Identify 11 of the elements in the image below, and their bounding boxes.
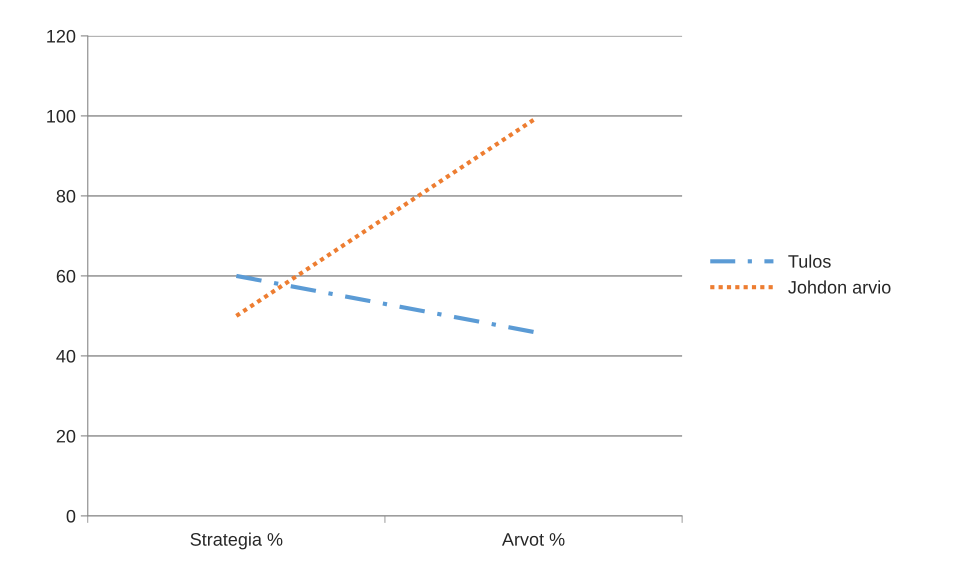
y-tick-label: 60 — [56, 270, 76, 283]
legend-label: Tulos — [788, 254, 831, 268]
x-tick-label: Strategia % — [190, 532, 282, 550]
y-tick-label: 100 — [47, 110, 76, 123]
y-tick-label: 20 — [56, 430, 76, 443]
y-tick-label: 120 — [47, 30, 76, 43]
legend-label: Johdon arvio — [788, 280, 891, 294]
y-tick-label: 80 — [56, 190, 76, 203]
x-tick-label: Arvot % — [502, 533, 564, 546]
y-tick-label: 40 — [56, 350, 76, 363]
y-tick-label: 0 — [66, 510, 76, 523]
